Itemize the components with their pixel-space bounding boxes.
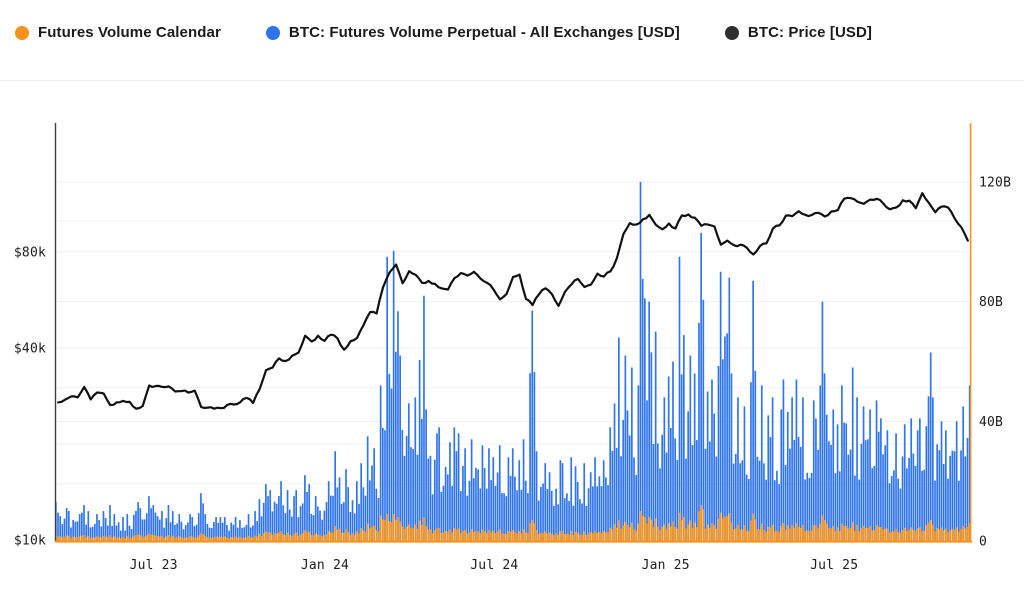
legend-label: BTC: Futures Volume Perpetual - All Exch…: [288, 24, 680, 41]
left-axis-tick-labels: $80k $40k $10k: [14, 245, 46, 548]
right-axis-tick-labels: 120B 80B 40B 0: [979, 176, 1011, 550]
header-divider: [0, 80, 1024, 81]
chart-legend: Futures Volume Calendar BTC: Futures Vol…: [15, 24, 872, 41]
price-series-dot-icon: [724, 25, 739, 40]
x-axis-tick-labels: Jul 23 Jan 24 Jul 24 Jan 25 Jul 25: [130, 558, 858, 573]
svg-text:Jul 25: Jul 25: [810, 558, 858, 573]
svg-text:Jan 24: Jan 24: [301, 558, 349, 573]
legend-label: Futures Volume Calendar: [38, 24, 221, 41]
calendar-volume-bars: [55, 505, 971, 541]
legend-label: BTC: Price [USD]: [747, 24, 873, 41]
svg-text:$40k: $40k: [14, 341, 46, 356]
svg-text:Jan 25: Jan 25: [642, 558, 690, 573]
perpetual-volume-bars: [55, 182, 971, 542]
svg-text:40B: 40B: [979, 415, 1003, 430]
svg-text:120B: 120B: [979, 176, 1011, 191]
legend-item-futures-volume-calendar[interactable]: Futures Volume Calendar: [15, 24, 221, 41]
legend-item-btc-price[interactable]: BTC: Price [USD]: [724, 24, 873, 41]
gridlines: [55, 181, 971, 485]
perpetual-series-dot-icon: [265, 25, 280, 40]
calendar-series-dot-icon: [15, 25, 29, 40]
axis-lines: [54, 123, 972, 543]
svg-text:$80k: $80k: [14, 245, 46, 260]
legend-item-futures-volume-perpetual[interactable]: BTC: Futures Volume Perpetual - All Exch…: [265, 24, 680, 41]
svg-text:$10k: $10k: [14, 534, 46, 549]
svg-text:0: 0: [979, 535, 987, 550]
price-line: [57, 192, 969, 410]
svg-text:80B: 80B: [979, 295, 1003, 310]
svg-text:Jul 23: Jul 23: [130, 558, 178, 573]
svg-text:Jul 24: Jul 24: [470, 558, 518, 573]
